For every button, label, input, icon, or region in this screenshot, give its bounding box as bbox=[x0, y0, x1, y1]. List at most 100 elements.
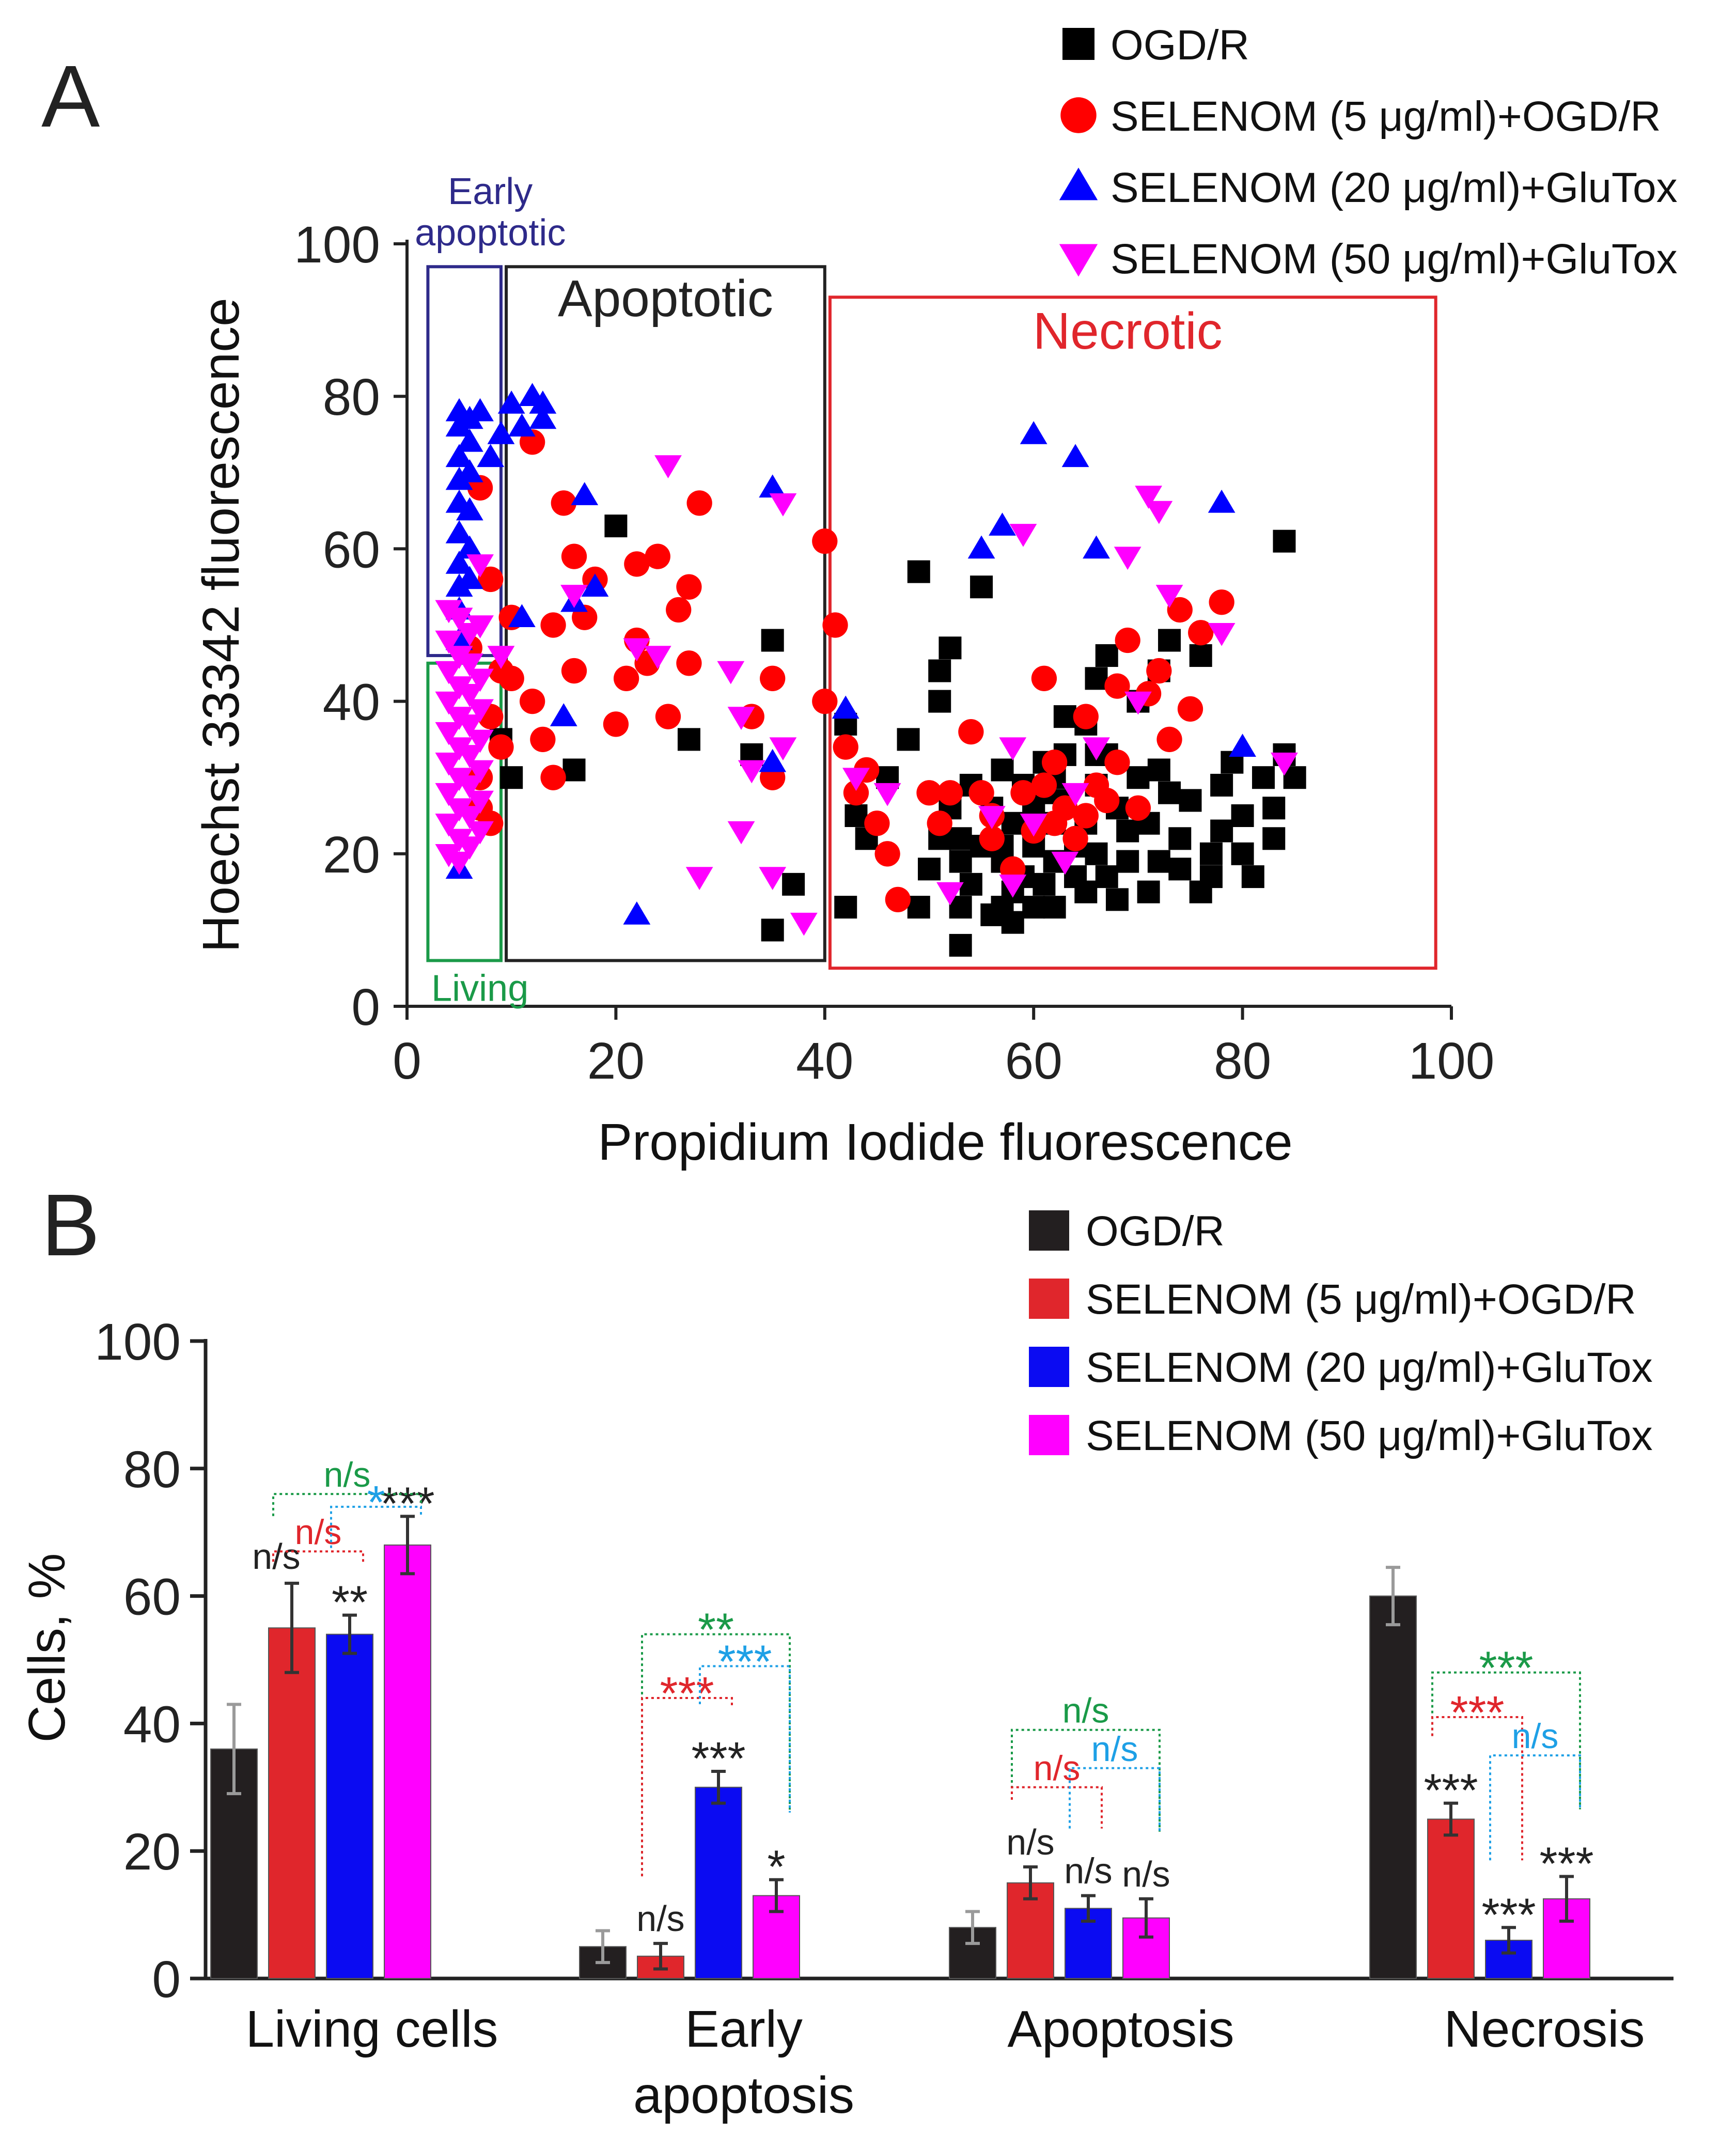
scatter-point-square bbox=[928, 690, 951, 713]
scatter-point-square bbox=[604, 515, 628, 538]
scatter-point-square bbox=[761, 918, 784, 942]
legend-label: SELENOM (20 μg/ml)+GluTox bbox=[1111, 164, 1678, 211]
scatter-point-triangle-down bbox=[435, 630, 463, 654]
scatter-point-circle bbox=[916, 780, 942, 806]
scatter-point-triangle-down bbox=[445, 851, 473, 875]
scatter-point-circle bbox=[686, 490, 712, 516]
scatter-point-triangle-down bbox=[999, 875, 1027, 898]
scatter-point-triangle-down bbox=[978, 806, 1006, 829]
scatter-point-triangle-down bbox=[466, 760, 494, 784]
legend-marker-triangle-up bbox=[1059, 167, 1098, 200]
group-label: apoptosis bbox=[633, 2066, 854, 2124]
scatter-point-square bbox=[1095, 644, 1118, 667]
comparison-label: *** bbox=[717, 1636, 772, 1688]
comparison-bracket bbox=[641, 1697, 733, 1877]
scatter-point-triangle-down bbox=[435, 752, 463, 776]
scatter-point-triangle-down bbox=[1208, 622, 1235, 646]
scatter-point-circle bbox=[676, 574, 702, 600]
comparison-label: n/s bbox=[295, 1513, 342, 1552]
bar bbox=[695, 1786, 742, 1980]
scatter-point-triangle-up bbox=[1061, 444, 1089, 468]
scatter-point-circle bbox=[1104, 750, 1130, 775]
scatter-point-circle bbox=[540, 612, 566, 638]
scatter-point-triangle-down bbox=[1051, 851, 1079, 875]
scatter-point-square bbox=[1085, 842, 1108, 865]
scatter-point-triangle-down bbox=[1083, 737, 1110, 761]
comparison-bracket bbox=[330, 1505, 422, 1548]
scatter-point-circle bbox=[1094, 787, 1120, 814]
x-tick-label: 100 bbox=[1409, 1032, 1495, 1090]
scatter-point-square bbox=[761, 629, 784, 652]
comparison-label: * bbox=[367, 1477, 385, 1529]
scatter-point-square bbox=[677, 728, 700, 751]
x-axis-label: Propidium Iodide fluorescence bbox=[598, 1113, 1292, 1171]
scatter-point-triangle-up bbox=[832, 695, 859, 719]
comparison-bracket bbox=[1431, 1671, 1581, 1810]
scatter-point-circle bbox=[1042, 750, 1068, 775]
x-tick-label: 40 bbox=[796, 1032, 853, 1090]
scatter-point-square bbox=[897, 728, 920, 751]
scatter-point-triangle-up bbox=[529, 391, 557, 414]
scatter-point-square bbox=[1022, 896, 1045, 919]
scatter-point-square bbox=[1231, 842, 1254, 865]
scatter-point-triangle-down bbox=[466, 699, 494, 723]
scatter-point-triangle-down bbox=[727, 707, 755, 730]
legend-marker-square bbox=[1062, 28, 1094, 60]
scatter-point-triangle-up bbox=[466, 398, 494, 422]
group-label: Apoptosis bbox=[1007, 2000, 1234, 2058]
scatter-point-triangle-up bbox=[1020, 421, 1047, 444]
scatter-point-triangle-down bbox=[1135, 486, 1163, 509]
scatter-point-circle bbox=[540, 765, 566, 790]
comparison-label: n/s bbox=[1091, 1730, 1138, 1769]
scatter-point-circle bbox=[478, 566, 504, 593]
scatter-point-square bbox=[1137, 880, 1160, 903]
scatter-point-square bbox=[939, 636, 962, 660]
panel-a-label: A bbox=[41, 48, 100, 146]
scatter-point-circle bbox=[885, 886, 911, 912]
y-tick-label: 100 bbox=[294, 216, 380, 274]
region-necrotic-label: Necrotic bbox=[1033, 302, 1223, 360]
scatter-point-square bbox=[562, 758, 586, 782]
scatter-point-triangle-down bbox=[466, 821, 494, 845]
scatter-point-circle bbox=[843, 780, 869, 806]
scatter-point-square bbox=[1095, 865, 1118, 889]
scatter-point-square bbox=[928, 659, 951, 682]
scatter-point-triangle-down bbox=[456, 775, 483, 799]
scatter-point-square bbox=[949, 827, 972, 850]
significance-label: n/s bbox=[1006, 1822, 1054, 1862]
scatter-point-triangle-down bbox=[445, 607, 473, 631]
significance-brackets: n/sn/s*********n/sn/s n/s****** n/s bbox=[272, 1455, 1581, 1877]
scatter-point-circle bbox=[1115, 627, 1140, 653]
scatter-point-circle bbox=[655, 704, 681, 729]
scatter-point-triangle-up bbox=[508, 604, 536, 628]
scatter-point-circle bbox=[1209, 589, 1234, 615]
scatter-point-triangle-up bbox=[445, 551, 473, 574]
scatter-point-triangle-up bbox=[529, 406, 557, 429]
scatter-point-triangle-up bbox=[623, 901, 651, 925]
scatter-point-triangle-down bbox=[623, 638, 651, 662]
scatter-point-square bbox=[1074, 880, 1098, 903]
scatter-point-triangle-down bbox=[1145, 501, 1173, 524]
scatter-point-square bbox=[1116, 850, 1139, 873]
scatter-point-circle bbox=[1146, 658, 1172, 684]
legend-label: OGD/R bbox=[1111, 22, 1249, 69]
scatter-point-circle bbox=[760, 665, 786, 691]
y-tick-label: 20 bbox=[323, 826, 380, 884]
legend-marker-circle bbox=[1060, 97, 1097, 133]
scatter-point-triangle-up bbox=[508, 413, 536, 437]
scatter-point-triangle-up bbox=[456, 566, 483, 589]
comparison-label: *** bbox=[1450, 1687, 1504, 1739]
comparison-bracket bbox=[1011, 1728, 1161, 1832]
scatter-point-triangle-down bbox=[466, 554, 494, 578]
scatter-point-square bbox=[1168, 858, 1192, 881]
bar bbox=[1369, 1595, 1417, 1980]
scatter-point-square bbox=[1043, 896, 1066, 919]
scatter-point-square bbox=[1262, 827, 1286, 850]
bar-y-tick-label: 40 bbox=[123, 1695, 181, 1753]
significance-label: * bbox=[767, 1842, 785, 1893]
scatter-point-square bbox=[907, 896, 930, 919]
legend-label: SELENOM (50 μg/ml)+GluTox bbox=[1086, 1412, 1653, 1459]
scatter-point-triangle-down bbox=[738, 760, 765, 784]
scatter-point-triangle-up bbox=[477, 444, 505, 468]
scatter-point-circle bbox=[498, 665, 524, 691]
